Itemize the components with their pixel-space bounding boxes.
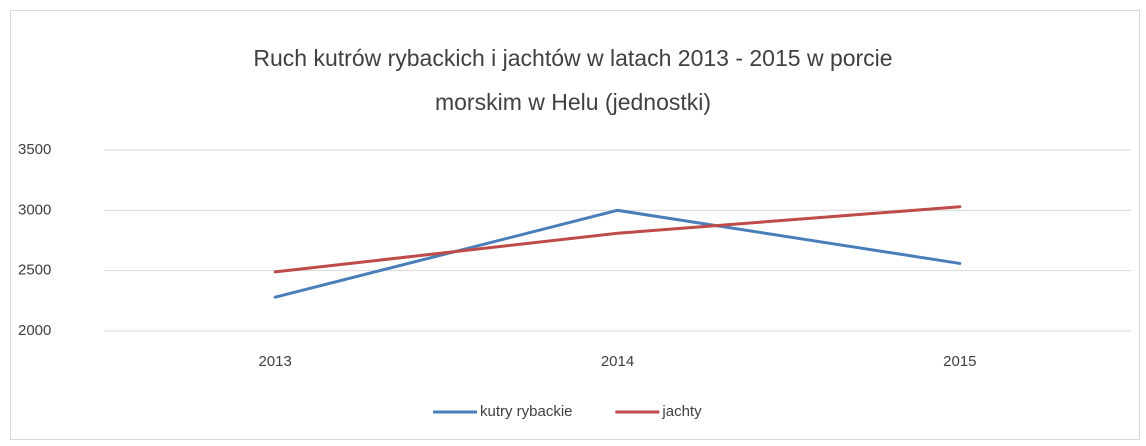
series-line [273,205,962,274]
x-tick-label: 2013 [258,353,291,370]
y-tick-label: 3500 [18,141,51,158]
y-tick-label: 3000 [18,201,51,218]
y-tick-label: 2500 [18,262,51,279]
x-tick-label: 2015 [943,353,976,370]
x-tick-label: 2014 [601,353,634,370]
legend-label: jachty [661,403,702,420]
series-line [273,208,962,299]
chart-title: Ruch kutrów rybackich i jachtów w latach… [253,45,893,115]
chart-border [10,10,1140,440]
y-tick-label: 2000 [18,322,51,339]
legend-label: kutry rybackie [480,403,573,420]
